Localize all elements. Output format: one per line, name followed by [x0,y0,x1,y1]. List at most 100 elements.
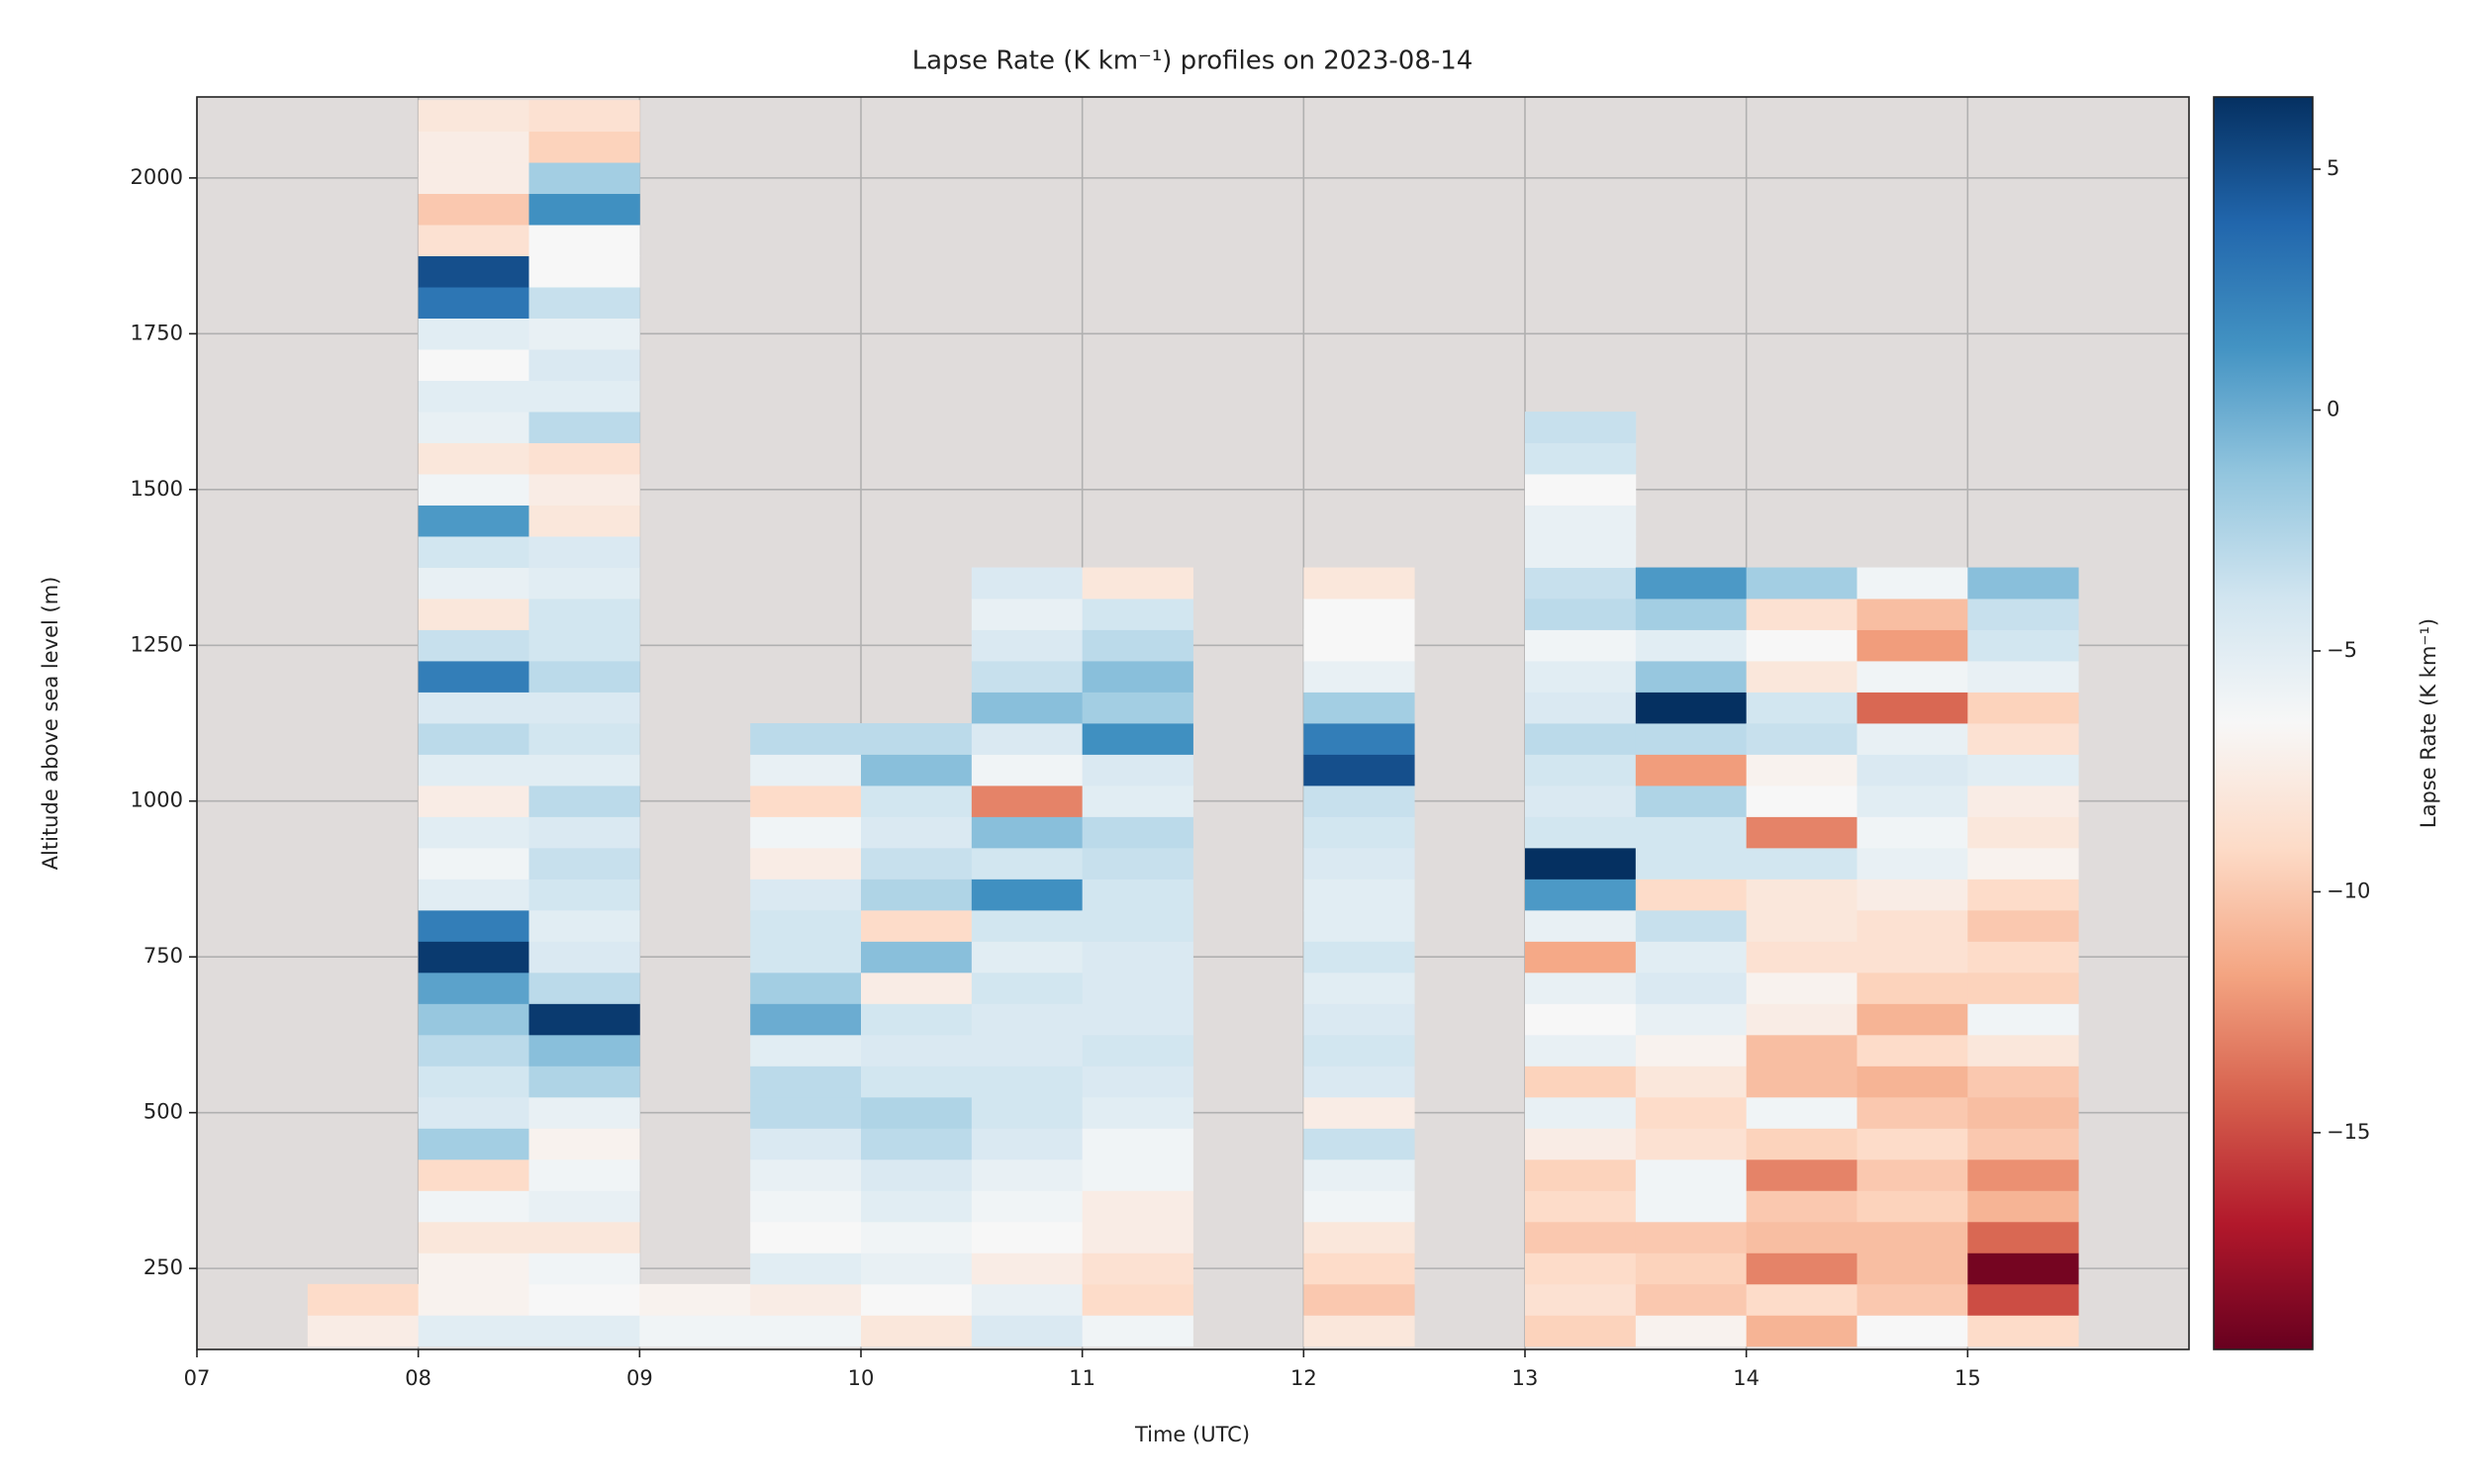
heatmap-cell [1856,599,1968,630]
x-tick-label: 08 [405,1366,431,1390]
heatmap-cell [750,1096,862,1129]
heatmap-cell [1082,1315,1193,1347]
heatmap-cell [861,1252,973,1285]
y-tick-label: 1750 [131,321,183,344]
heatmap-cell [418,754,529,787]
heatmap-cell [1525,599,1637,630]
heatmap-cell [1082,1252,1193,1285]
heatmap-cell [1746,1221,1857,1253]
heatmap-cell [418,442,529,475]
heatmap-cell [1303,692,1415,724]
heatmap-cell [1082,1221,1193,1253]
heatmap-cell [418,1096,529,1129]
heatmap-cell [1746,567,1857,600]
heatmap-cell [750,1190,862,1223]
heatmap-cell [1525,941,1637,974]
heatmap-cell [1746,723,1857,755]
heatmap-cell [750,754,862,787]
heatmap-cell [528,1315,640,1347]
x-tick-label: 11 [1069,1366,1095,1390]
heatmap-cell [1967,785,2079,817]
heatmap-cell [1967,879,2079,911]
heatmap-cell [528,100,640,133]
heatmap-cell [1967,847,2079,880]
heatmap-cell [528,723,640,755]
heatmap-cell [528,287,640,319]
heatmap-cell [971,692,1084,724]
heatmap-cell [1967,1252,2079,1285]
heatmap-cell [1082,847,1193,880]
heatmap-cell [418,1283,529,1316]
heatmap-cell [1082,972,1193,1004]
heatmap-cell [1525,692,1637,724]
heatmap-cell [1746,847,1857,880]
heatmap-cell [750,1283,862,1316]
heatmap-cell [1635,629,1748,662]
heatmap-cell [1856,909,1968,942]
heatmap-cell [861,847,973,880]
heatmap-cell [1525,1159,1637,1191]
heatmap-cell [1525,816,1637,849]
heatmap-cell [1635,879,1748,911]
heatmap-cell [971,1252,1084,1285]
heatmap-cell [528,255,640,288]
heatmap-cell [1746,1283,1857,1316]
heatmap-cell [861,909,973,942]
heatmap-cell [1635,1003,1748,1036]
heatmap-cell [1303,661,1415,693]
heatmap-cell [1967,941,2079,974]
heatmap-cell [528,536,640,568]
heatmap-cell [971,1159,1084,1191]
heatmap-cell [1856,972,1968,1004]
heatmap-cell [1303,1159,1415,1191]
heatmap-cell [1303,879,1415,911]
heatmap-cell [750,1315,862,1347]
heatmap-cell [1967,1096,2079,1129]
heatmap-cell [1746,1315,1857,1347]
heatmap-cell [971,1034,1084,1067]
heatmap-cell [1967,629,2079,662]
heatmap-cell [1967,816,2079,849]
heatmap-cell [1082,1159,1193,1191]
chart-title: Lapse Rate (K km⁻¹) profiles on 2023-08-… [912,46,1474,76]
heatmap-cell [1525,1221,1637,1253]
heatmap-cell [1746,1190,1857,1223]
heatmap-cell [528,1128,640,1160]
heatmap-cell [1303,1221,1415,1253]
heatmap-cell [1635,599,1748,630]
heatmap-cell [528,1221,640,1253]
heatmap-cell [1856,1096,1968,1129]
heatmap-cell [1967,1190,2079,1223]
heatmap-cell [639,1283,751,1316]
x-tick-label: 07 [184,1366,211,1390]
heatmap-cell [750,847,862,880]
colorbar-tick-label: 0 [2327,398,2339,421]
heatmap-cell [1525,909,1637,942]
heatmap-cell [861,816,973,849]
heatmap-cell [1746,941,1857,974]
heatmap-cell [1525,723,1637,755]
heatmap-cell [1856,661,1968,693]
heatmap-cell [418,505,529,537]
heatmap-cell [1967,723,2079,755]
heatmap-cell [750,723,862,755]
heatmap-cell [1967,661,2079,693]
heatmap-cell [1746,692,1857,724]
heatmap-cell [418,723,529,755]
heatmap-cell [528,1190,640,1223]
heatmap-cell [1525,879,1637,911]
heatmap-cell [1635,847,1748,880]
heatmap-cell [1856,847,1968,880]
heatmap-cell [750,1066,862,1098]
heatmap-cell [1967,754,2079,787]
heatmap-cell [1635,723,1748,755]
heatmap-cell [1525,1003,1637,1036]
heatmap-cell [1303,941,1415,974]
heatmap-cell [750,1003,862,1036]
heatmap-cell [1856,785,1968,817]
heatmap-cell [861,785,973,817]
y-tick-label: 1250 [131,632,183,656]
heatmap-cell [971,661,1084,693]
heatmap-cell [1856,1159,1968,1191]
heatmap-cell [528,972,640,1004]
